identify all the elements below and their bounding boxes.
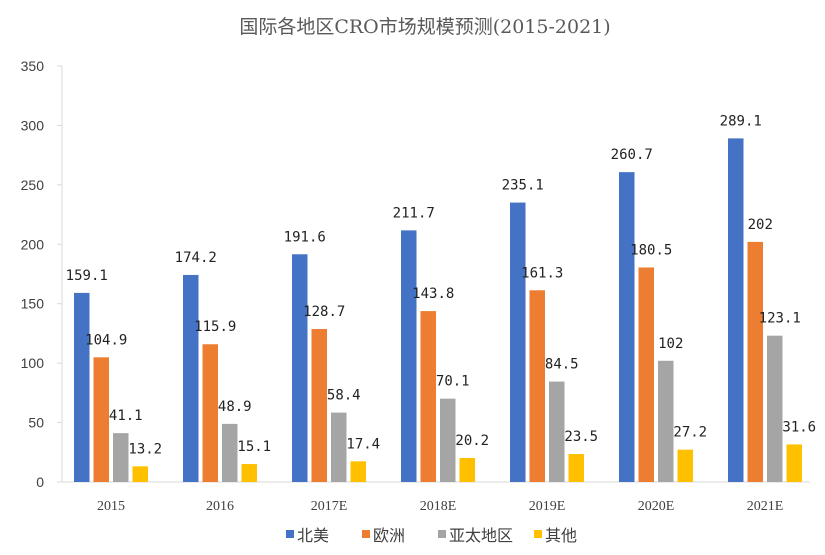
y-tick-label: 0 — [36, 474, 44, 490]
legend-swatch — [286, 530, 294, 538]
bar — [74, 292, 90, 482]
bar — [241, 464, 257, 482]
legend-label: 欧洲 — [373, 526, 405, 545]
legend: 北美 欧洲 亚太地区 其他 — [286, 526, 577, 545]
bar — [767, 335, 783, 482]
data-label: 70.1 — [436, 374, 470, 390]
data-label: 202 — [748, 217, 773, 233]
bar — [529, 290, 545, 482]
bar — [93, 357, 109, 482]
bar — [459, 457, 475, 482]
bar — [311, 329, 327, 482]
data-label: 289.1 — [720, 113, 762, 129]
x-tick-label: 2018E — [420, 499, 457, 514]
data-label: 31.6 — [782, 419, 816, 435]
y-tick-label: 200 — [21, 236, 45, 252]
data-label: 102 — [658, 336, 683, 352]
data-label: 13.2 — [128, 441, 162, 457]
bar — [549, 381, 565, 482]
data-label: 143.8 — [412, 286, 454, 302]
data-label: 17.4 — [346, 436, 380, 452]
bar — [292, 254, 308, 482]
bar — [568, 454, 584, 482]
bar — [331, 412, 347, 482]
bar — [401, 230, 417, 482]
legend-swatch — [362, 530, 370, 538]
legend-swatch — [438, 530, 446, 538]
legend-label: 北美 — [297, 526, 329, 545]
y-tick-label: 350 — [21, 58, 45, 74]
data-label: 159.1 — [66, 268, 108, 284]
data-label: 15.1 — [237, 439, 271, 455]
bar — [202, 344, 218, 482]
data-label: 211.7 — [393, 205, 435, 221]
legend-label: 亚太地区 — [449, 526, 513, 545]
bar — [638, 267, 654, 482]
bar — [440, 398, 456, 482]
data-label: 84.5 — [545, 357, 579, 373]
y-tick-label: 150 — [21, 296, 45, 312]
x-tick-label: 2016 — [206, 499, 234, 514]
bar — [619, 172, 635, 482]
chart-title: 国际各地区CRO市场规模预测(2015-2021) — [239, 16, 610, 38]
data-label: 27.2 — [673, 425, 707, 441]
y-tick-label: 100 — [21, 355, 45, 371]
data-label: 123.1 — [759, 311, 801, 327]
x-tick-label: 2019E — [529, 499, 566, 514]
bar — [786, 444, 802, 482]
bar — [132, 466, 148, 482]
data-label: 180.5 — [630, 242, 672, 258]
bar — [183, 274, 199, 482]
y-tick-label: 250 — [21, 177, 45, 193]
data-label: 41.1 — [109, 408, 143, 424]
data-label: 104.9 — [85, 332, 127, 348]
data-label: 128.7 — [303, 304, 345, 320]
data-label: 115.9 — [194, 319, 236, 335]
bar — [510, 202, 526, 482]
bar — [747, 241, 763, 482]
x-tick-label: 2015 — [97, 499, 125, 514]
legend-swatch — [534, 530, 542, 538]
y-tick-label: 50 — [28, 415, 44, 431]
data-label: 23.5 — [564, 429, 598, 445]
bar — [113, 433, 129, 482]
bar — [728, 138, 744, 482]
bar — [420, 311, 436, 482]
data-label: 260.7 — [611, 147, 653, 163]
data-label: 191.6 — [284, 229, 326, 245]
bar — [222, 423, 238, 482]
bar — [350, 461, 366, 482]
x-tick-label: 2017E — [311, 499, 348, 514]
bar — [658, 360, 674, 482]
data-label: 161.3 — [521, 265, 563, 281]
bar — [677, 449, 693, 482]
x-tick-label: 2020E — [638, 499, 675, 514]
data-label: 58.4 — [327, 388, 361, 404]
data-label: 174.2 — [175, 250, 217, 266]
legend-label: 其他 — [545, 526, 577, 545]
x-tick-label: 2021E — [747, 499, 784, 514]
y-tick-label: 300 — [21, 117, 45, 133]
data-label: 235.1 — [502, 178, 544, 194]
data-label: 48.9 — [218, 399, 252, 415]
data-label: 20.2 — [455, 433, 489, 449]
